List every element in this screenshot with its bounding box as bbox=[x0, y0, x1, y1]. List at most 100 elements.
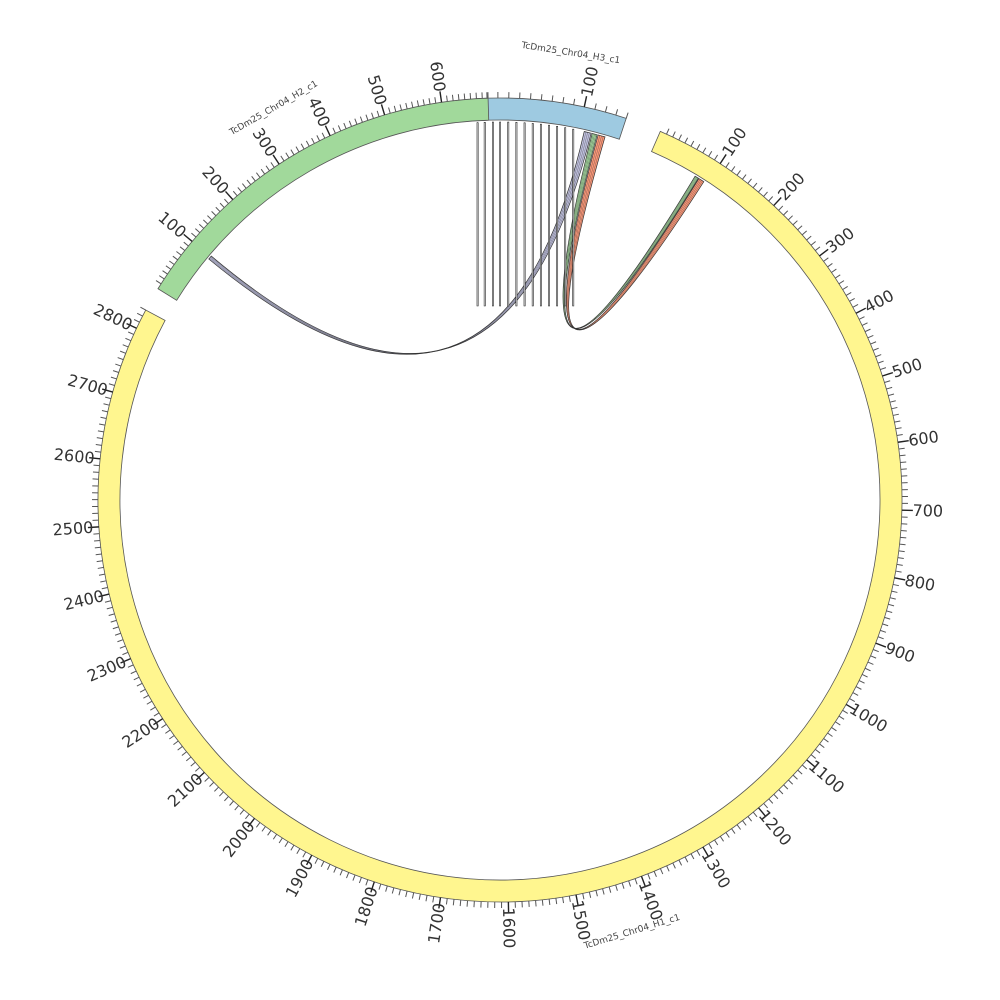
minor-tick bbox=[783, 210, 789, 216]
minor-tick bbox=[889, 400, 896, 403]
minor-tick bbox=[224, 796, 229, 802]
minor-tick bbox=[634, 878, 638, 885]
minor-tick bbox=[125, 337, 132, 342]
minor-tick bbox=[763, 803, 768, 809]
minor-tick bbox=[110, 619, 117, 623]
minor-tick bbox=[823, 738, 829, 743]
tick-label: 1100 bbox=[805, 756, 848, 797]
major-tick bbox=[183, 233, 193, 243]
minor-tick bbox=[207, 215, 213, 221]
minor-tick bbox=[285, 152, 290, 159]
minor-tick bbox=[202, 219, 209, 225]
self-link bbox=[564, 127, 567, 307]
minor-tick bbox=[884, 380, 891, 383]
minor-tick bbox=[888, 603, 895, 607]
self-link bbox=[476, 122, 479, 307]
minor-tick bbox=[339, 869, 343, 876]
self-link bbox=[556, 126, 559, 307]
minor-tick bbox=[852, 692, 859, 696]
tick-label: 2700 bbox=[66, 370, 110, 399]
minor-tick bbox=[100, 580, 107, 583]
link-strand bbox=[210, 131, 587, 354]
tick-label: 1900 bbox=[282, 856, 318, 901]
minor-tick bbox=[898, 550, 905, 553]
minor-tick bbox=[562, 897, 565, 904]
tick-label: 2000 bbox=[219, 817, 259, 861]
major-tick bbox=[819, 248, 829, 257]
major-tick bbox=[153, 718, 164, 726]
minor-tick bbox=[219, 791, 224, 797]
minor-tick bbox=[162, 270, 168, 275]
minor-tick bbox=[371, 112, 374, 119]
minor-tick bbox=[702, 147, 707, 154]
minor-tick bbox=[393, 105, 397, 112]
minor-tick bbox=[251, 175, 256, 182]
major-tick bbox=[380, 104, 386, 116]
minor-tick bbox=[708, 150, 713, 157]
minor-tick bbox=[891, 406, 898, 410]
self-link bbox=[515, 122, 518, 307]
minor-tick bbox=[894, 420, 901, 423]
minor-tick bbox=[835, 721, 841, 726]
minor-tick bbox=[861, 673, 868, 678]
minor-tick bbox=[172, 255, 178, 261]
minor-tick bbox=[136, 312, 143, 317]
minor-tick bbox=[647, 873, 651, 880]
tick-label: 200 bbox=[198, 162, 232, 197]
minor-tick bbox=[94, 539, 101, 542]
minor-tick bbox=[161, 723, 167, 729]
minor-tick bbox=[714, 839, 719, 846]
major-tick bbox=[224, 190, 234, 201]
minor-tick bbox=[204, 777, 210, 782]
minor-tick bbox=[165, 265, 172, 270]
minor-tick bbox=[714, 154, 719, 161]
ticks-layer bbox=[87, 91, 913, 913]
segment-h3 bbox=[475, 97, 627, 140]
minor-tick bbox=[352, 874, 356, 881]
minor-tick bbox=[348, 120, 352, 127]
minor-tick bbox=[889, 597, 896, 600]
minor-tick bbox=[672, 862, 676, 869]
tick-label: 1700 bbox=[424, 902, 449, 945]
link-strand bbox=[568, 136, 703, 331]
minor-tick bbox=[725, 832, 730, 838]
minor-tick bbox=[747, 816, 753, 822]
link-strand bbox=[209, 132, 590, 355]
minor-tick bbox=[672, 131, 676, 138]
major-tick bbox=[757, 807, 767, 817]
self-link bbox=[572, 128, 575, 307]
tick-label: 800 bbox=[903, 571, 937, 596]
minor-tick bbox=[742, 820, 747, 826]
major-tick bbox=[640, 876, 647, 887]
minor-tick bbox=[333, 866, 337, 873]
minor-tick bbox=[290, 149, 295, 156]
minor-tick bbox=[555, 898, 558, 905]
major-tick bbox=[773, 197, 782, 207]
minor-tick bbox=[418, 893, 421, 901]
minor-tick bbox=[119, 645, 126, 649]
minor-tick bbox=[445, 898, 448, 905]
minor-tick bbox=[896, 563, 903, 566]
minor-tick bbox=[104, 600, 111, 603]
minor-tick bbox=[752, 182, 758, 189]
minor-tick bbox=[446, 95, 448, 102]
major-tick bbox=[875, 642, 887, 648]
minor-tick bbox=[103, 403, 110, 406]
minor-tick bbox=[108, 613, 115, 617]
minor-tick bbox=[272, 833, 278, 840]
minor-tick bbox=[99, 423, 106, 426]
minor-tick bbox=[179, 246, 186, 251]
minor-tick bbox=[788, 779, 794, 785]
minor-tick bbox=[169, 260, 175, 265]
tick-label: 100 bbox=[718, 124, 751, 160]
segments-layer bbox=[97, 97, 903, 903]
minor-tick bbox=[93, 533, 100, 535]
minor-tick bbox=[255, 822, 261, 828]
minor-tick bbox=[261, 826, 266, 832]
minor-tick bbox=[241, 183, 247, 189]
major-tick bbox=[324, 125, 331, 136]
major-tick bbox=[583, 96, 588, 108]
self-link bbox=[539, 123, 542, 307]
tick-label: 1500 bbox=[568, 898, 594, 942]
minor-tick bbox=[763, 191, 768, 197]
